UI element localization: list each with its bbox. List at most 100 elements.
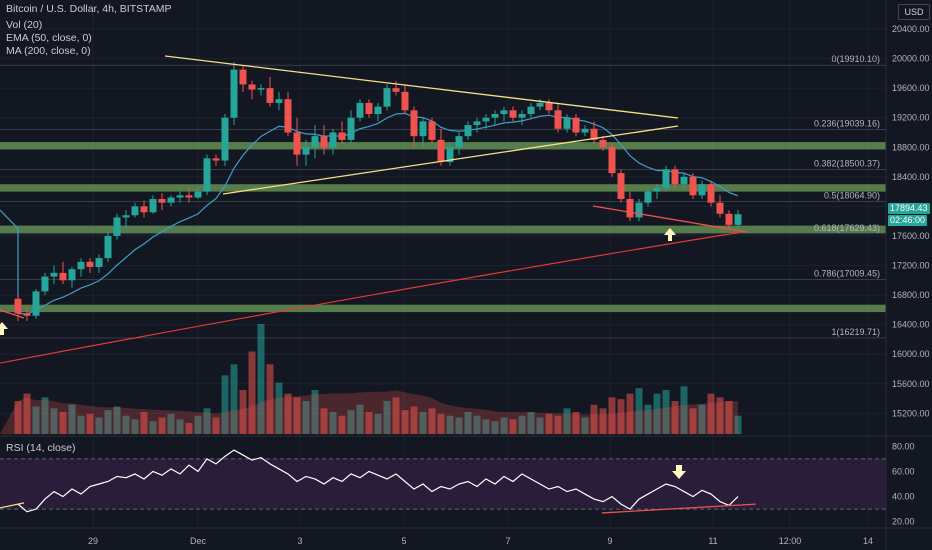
volume-bar — [338, 415, 346, 434]
volume-bar — [518, 415, 526, 434]
rsi-pane: 80.00 60.00 40.00 20.00 — [0, 441, 915, 527]
candle-body — [302, 147, 310, 155]
moving-average-lines — [0, 112, 741, 364]
volume-bar — [635, 388, 643, 434]
volume-bar — [212, 417, 220, 434]
volume-bar — [707, 393, 715, 434]
volume-average-area — [0, 390, 738, 434]
volume-bar — [536, 417, 544, 434]
rsi-indicator-label[interactable]: RSI (14, close) — [6, 442, 76, 454]
volume-bar — [68, 404, 76, 434]
candle-body — [419, 121, 427, 137]
ma-indicator-label[interactable]: MA (200, close, 0) — [6, 45, 91, 57]
fib-level-label: 0.786(17009.45) — [814, 269, 880, 279]
currency-button[interactable]: USD — [898, 4, 930, 20]
volume-bar — [131, 419, 139, 434]
volume-bar — [221, 375, 229, 434]
volume-bar — [257, 324, 265, 434]
candle-body — [581, 128, 589, 133]
price-tick-label: 16400.00 — [892, 320, 930, 330]
volume-bar — [464, 412, 472, 434]
candle-body — [41, 276, 49, 292]
volume-bar — [158, 417, 166, 434]
volume-bar — [392, 397, 400, 434]
volume-bar — [545, 413, 553, 434]
candle-body — [248, 84, 256, 90]
date-tick-label: 12:00 — [779, 536, 802, 546]
ema-indicator-label[interactable]: EMA (50, close, 0) — [6, 32, 92, 44]
candle-body — [122, 215, 130, 218]
candle-body — [473, 121, 481, 126]
trendline — [222, 125, 679, 195]
chart-grid — [0, 0, 886, 528]
volume-bar — [122, 415, 130, 434]
date-tick-label: Dec — [190, 536, 207, 546]
price-tick-label: 17200.00 — [892, 261, 930, 271]
volume-bar — [239, 390, 247, 434]
volume-bar — [599, 408, 607, 434]
volume-bar — [275, 382, 283, 434]
rsi-tick-label: 80.00 — [892, 441, 915, 451]
price-tick-label: 15200.00 — [892, 408, 930, 418]
candle-body — [518, 113, 526, 118]
volume-bar — [446, 415, 454, 434]
volume-bar — [185, 423, 193, 434]
volume-bar — [527, 412, 535, 434]
rsi-tick-label: 20.00 — [892, 517, 915, 527]
volume-bar — [572, 412, 580, 434]
candle-body — [230, 69, 238, 118]
candle-body — [68, 269, 76, 281]
volume-bar — [311, 390, 319, 434]
candle-body — [689, 176, 697, 196]
volume-bar — [554, 415, 562, 434]
candle-body — [662, 169, 670, 188]
volume-bar — [50, 408, 58, 434]
volume-bar — [626, 393, 634, 434]
candle-body — [671, 169, 679, 185]
candle-body — [221, 117, 229, 161]
volume-bar — [419, 412, 427, 434]
price-tick-label: 19600.00 — [892, 83, 930, 93]
fib-level-label: 0.236(19039.16) — [814, 119, 880, 129]
rsi-trendline — [601, 503, 757, 514]
volume-bar — [563, 408, 571, 434]
price-tick-label: 18400.00 — [892, 172, 930, 182]
candle-body — [464, 125, 472, 137]
volume-bar — [302, 401, 310, 434]
rsi-line — [17, 449, 739, 513]
candle-body — [374, 106, 382, 114]
volume-bar — [347, 410, 355, 434]
trendline — [592, 205, 748, 233]
candle-body — [311, 136, 319, 148]
date-tick-label: 14 — [863, 536, 873, 546]
candle-body — [572, 117, 580, 133]
candle-body — [599, 139, 607, 148]
volume-bars — [0, 324, 742, 434]
candle-body — [563, 117, 571, 129]
arrow-up-icon — [0, 322, 8, 335]
volume-bar — [365, 412, 373, 434]
volume-bar — [617, 399, 625, 434]
candle-body — [608, 147, 616, 174]
volume-bar — [95, 417, 103, 434]
volume-bar — [320, 408, 328, 434]
volume-bar — [230, 364, 238, 434]
candle-body — [401, 91, 409, 111]
trendlines — [0, 55, 748, 335]
price-tick-label: 15600.00 — [892, 379, 930, 389]
arrow-up-icon — [664, 228, 676, 241]
price-tick-label: 18800.00 — [892, 142, 930, 152]
candle-body — [50, 272, 58, 277]
candle-body — [491, 113, 499, 118]
candlesticks — [14, 62, 742, 321]
candle-body — [653, 187, 661, 192]
fib-level-label: 0.5(18064.90) — [824, 191, 880, 201]
volume-bar — [581, 417, 589, 434]
fib-level-label: 1(16219.71) — [831, 327, 880, 337]
candle-body — [698, 184, 706, 196]
price-tick-label: 19200.00 — [892, 113, 930, 123]
volume-indicator-label[interactable]: Vol (20) — [6, 19, 43, 31]
candle-body — [500, 110, 508, 114]
candle-body — [131, 206, 139, 216]
